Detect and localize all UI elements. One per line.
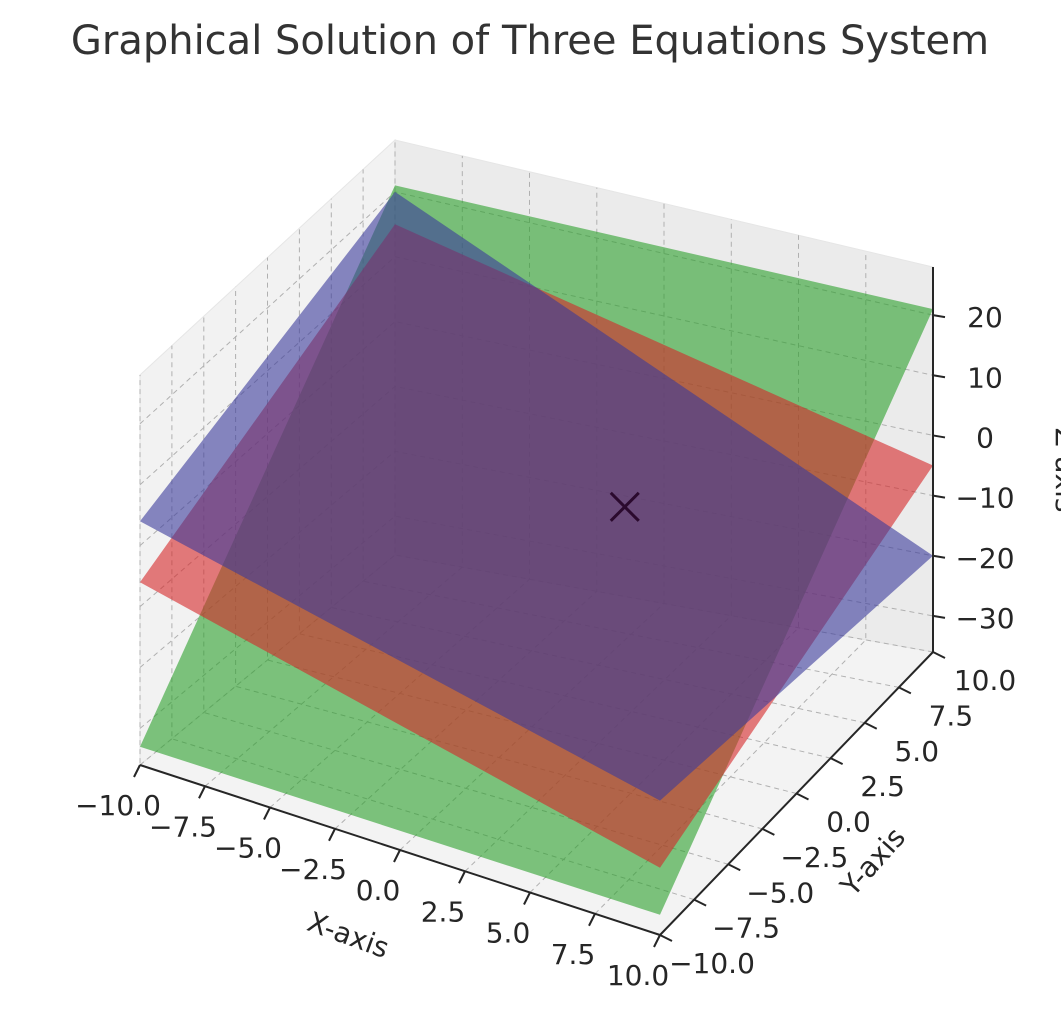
z-tick-label: −30 xyxy=(955,602,1014,635)
x-tick-mark xyxy=(393,849,401,863)
x-tick-mark xyxy=(653,934,661,948)
x-tick-mark xyxy=(263,807,271,820)
x-tick-label: −5.0 xyxy=(214,832,282,865)
y-tick-mark xyxy=(830,757,844,766)
z-tick-label: 20 xyxy=(967,301,1003,334)
surface-3 xyxy=(140,191,933,801)
z-tick-label: −20 xyxy=(955,542,1014,575)
y-tick-label: −7.5 xyxy=(712,912,780,945)
x-tick-mark xyxy=(458,870,466,884)
x-tick-mark xyxy=(133,764,141,778)
x-tick-label: −2.5 xyxy=(279,853,347,886)
x-tick-label: −7.5 xyxy=(149,810,217,843)
y-tick-mark xyxy=(796,792,809,801)
y-tick-mark xyxy=(898,686,912,695)
y-tick-mark xyxy=(693,898,707,907)
y-tick-mark xyxy=(727,863,741,872)
x-tick-label: 0.0 xyxy=(356,874,401,907)
z-tick-mark xyxy=(932,614,946,619)
x-axis-label: X-axis xyxy=(303,905,393,965)
x-tick-label: 7.5 xyxy=(551,938,596,971)
solution-marker-stroke-b xyxy=(609,491,640,522)
y-tick-label: 5.0 xyxy=(894,735,939,768)
z-tick-mark xyxy=(932,494,946,499)
x-tick-label: 2.5 xyxy=(421,895,466,928)
x-tick-label: 10.0 xyxy=(607,959,669,992)
z-tick-label: 0 xyxy=(976,421,994,454)
x-tick-label: −10.0 xyxy=(75,789,161,822)
y-tick-label: 2.5 xyxy=(860,770,905,803)
y-tick-mark xyxy=(864,721,878,730)
y-tick-mark xyxy=(761,827,775,836)
z-tick-label: 10 xyxy=(967,361,1003,394)
y-tick-mark xyxy=(659,934,673,942)
z-tick-mark xyxy=(932,314,946,319)
tick-labels: −10.0−7.5−5.0−2.50.02.55.07.510.0 −10.0−7… xyxy=(75,301,1016,992)
x-tick-mark xyxy=(523,892,531,905)
surfaces xyxy=(140,185,933,915)
z-tick-mark xyxy=(932,554,946,559)
z-tick-mark xyxy=(932,434,946,439)
y-tick-label: −2.5 xyxy=(780,841,848,874)
y-tick-label: 10.0 xyxy=(954,664,1016,697)
solution-marker-group xyxy=(609,491,640,522)
y-tick-label: −5.0 xyxy=(746,876,814,909)
y-tick-label: −10.0 xyxy=(669,947,755,980)
z-axis-label: Z-axis xyxy=(1049,428,1061,513)
chart-title: Graphical Solution of Three Equations Sy… xyxy=(71,18,989,64)
x-tick-mark xyxy=(328,828,336,842)
y-tick-label: 0.0 xyxy=(826,806,871,839)
x-tick-mark xyxy=(198,785,206,799)
z-tick-mark xyxy=(932,374,946,379)
y-tick-mark xyxy=(932,651,946,659)
x-tick-label: 5.0 xyxy=(486,917,531,950)
y-tick-label: 7.5 xyxy=(929,699,974,732)
x-tick-mark xyxy=(588,913,596,927)
z-tick-label: −10 xyxy=(955,482,1014,515)
